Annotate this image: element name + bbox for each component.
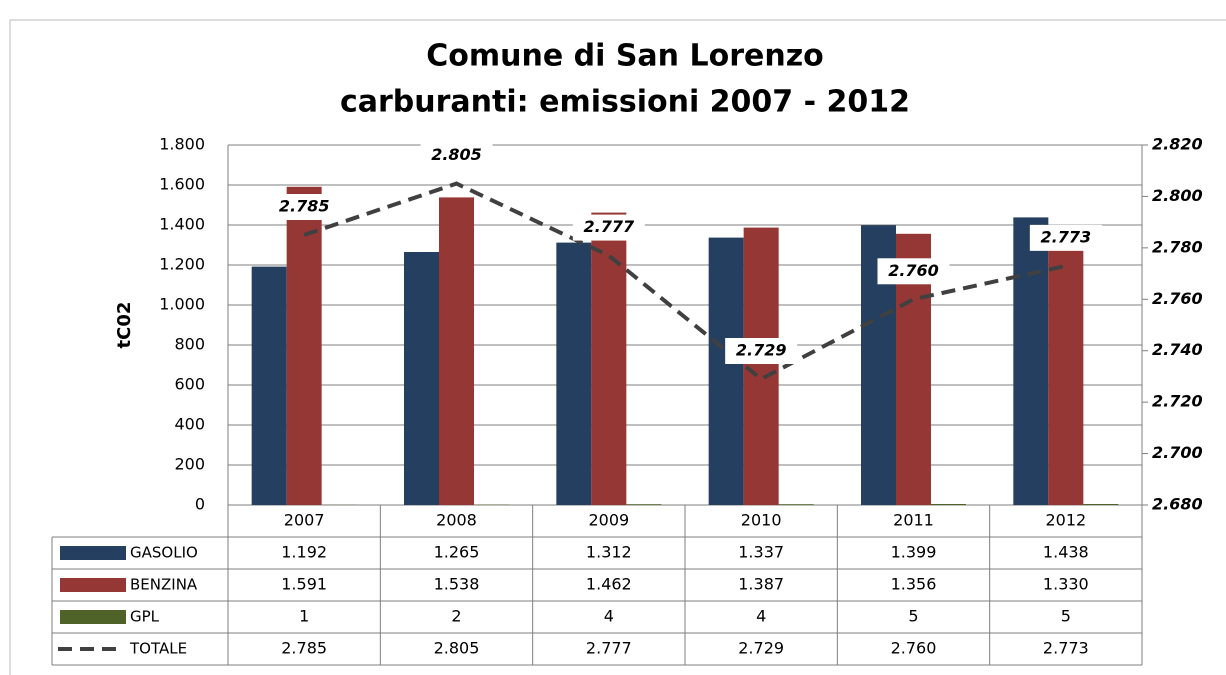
- legend-label: BENZINA: [130, 576, 198, 594]
- table-cell: 5: [1061, 607, 1071, 626]
- data-label-box: [268, 194, 341, 220]
- table-cell: 2.805: [434, 639, 480, 658]
- y-tick-label: 600: [174, 375, 205, 394]
- y2-tick-label: 2.720: [1152, 392, 1203, 411]
- table-cell: 1.337: [738, 543, 784, 562]
- table-cell: 1.591: [281, 575, 327, 594]
- y2-tick-label: 2.760: [1152, 289, 1203, 308]
- y2-tick-label: 2.680: [1152, 495, 1203, 514]
- y-tick-label: 1.600: [159, 175, 205, 194]
- data-label-box: [420, 142, 493, 169]
- legend-key: [60, 546, 126, 560]
- data-label: 2.777: [584, 217, 635, 236]
- bar: [251, 266, 287, 505]
- y-axis-title: tC02: [114, 302, 135, 349]
- bar: [1048, 239, 1084, 505]
- table-cell: 4: [604, 607, 614, 626]
- bar: [591, 212, 627, 505]
- bar: [404, 252, 439, 505]
- bar: [743, 227, 779, 505]
- table-cell: 2.760: [891, 639, 937, 658]
- y-tick-label: 1.000: [159, 295, 205, 314]
- table-cell: 2.773: [1043, 639, 1089, 658]
- data-label: 2.805: [431, 145, 482, 164]
- table-cell: 2.729: [738, 639, 784, 658]
- table-cell: 1.462: [586, 575, 632, 594]
- y-tick-label: 1.200: [159, 255, 205, 274]
- table-cell: 1.330: [1043, 575, 1089, 594]
- legend-key: [60, 610, 126, 624]
- table-cell: 1: [299, 607, 309, 626]
- x-tick-label: 2012: [1045, 511, 1086, 530]
- bar: [708, 237, 744, 505]
- y-tick-label: 0: [195, 495, 205, 514]
- table-cell: 5: [908, 607, 918, 626]
- table-cell: 1.312: [586, 543, 632, 562]
- data-label: 2.760: [888, 261, 939, 280]
- table-cell: 2.777: [586, 639, 632, 658]
- chart-subtitle: carburanti: emissioni 2007 - 2012: [340, 85, 910, 120]
- x-tick-label: 2011: [893, 511, 934, 530]
- bar: [931, 504, 966, 505]
- data-label-box: [877, 258, 950, 285]
- legend-label: GPL: [130, 608, 160, 626]
- data-label: 2.773: [1041, 227, 1092, 246]
- x-tick-label: 2010: [741, 511, 782, 530]
- y-tick-label: 1.400: [159, 215, 205, 234]
- bar: [439, 197, 474, 505]
- table-cell: 1.438: [1043, 543, 1089, 562]
- data-label-box: [1029, 224, 1102, 251]
- table-cell: 4: [756, 607, 766, 626]
- legend-key: [60, 578, 126, 592]
- legend-label: GASOLIO: [130, 544, 198, 562]
- table-cell: 1.192: [281, 543, 327, 562]
- bar: [1013, 217, 1049, 505]
- table-cell: 1.399: [891, 543, 937, 562]
- y2-tick-label: 2.800: [1152, 186, 1203, 205]
- y2-tick-label: 2.700: [1152, 443, 1203, 462]
- bar: [1083, 504, 1119, 505]
- y-tick-label: 1.800: [159, 135, 205, 154]
- y2-tick-label: 2.780: [1152, 237, 1203, 256]
- y-tick-label: 800: [174, 335, 205, 354]
- data-label-box: [572, 214, 645, 241]
- line: [303, 181, 1067, 382]
- table-cell: 1.538: [434, 575, 480, 594]
- bar: [556, 242, 592, 505]
- data-label: 2.785: [279, 197, 330, 216]
- y-tick-label: 400: [174, 415, 205, 434]
- table-cell: 2: [451, 607, 461, 626]
- table-cell: 1.387: [738, 575, 784, 594]
- bar: [778, 504, 814, 505]
- x-tick-label: 2009: [588, 511, 629, 530]
- y-tick-label: 200: [174, 455, 205, 474]
- bar: [626, 504, 662, 505]
- table-cell: 1.356: [891, 575, 937, 594]
- x-tick-label: 2008: [436, 511, 477, 530]
- bar: [286, 186, 322, 506]
- chart-title: Comune di San Lorenzo: [426, 39, 824, 74]
- legend-label: TOTALE: [129, 640, 187, 658]
- y2-tick-label: 2.740: [1152, 340, 1203, 359]
- data-label-box: [725, 338, 798, 364]
- table-cell: 1.265: [434, 543, 480, 562]
- x-tick-label: 2007: [284, 511, 325, 530]
- table-cell: 2.785: [281, 639, 327, 658]
- data-label: 2.729: [736, 341, 787, 360]
- y2-tick-label: 2.820: [1152, 135, 1203, 154]
